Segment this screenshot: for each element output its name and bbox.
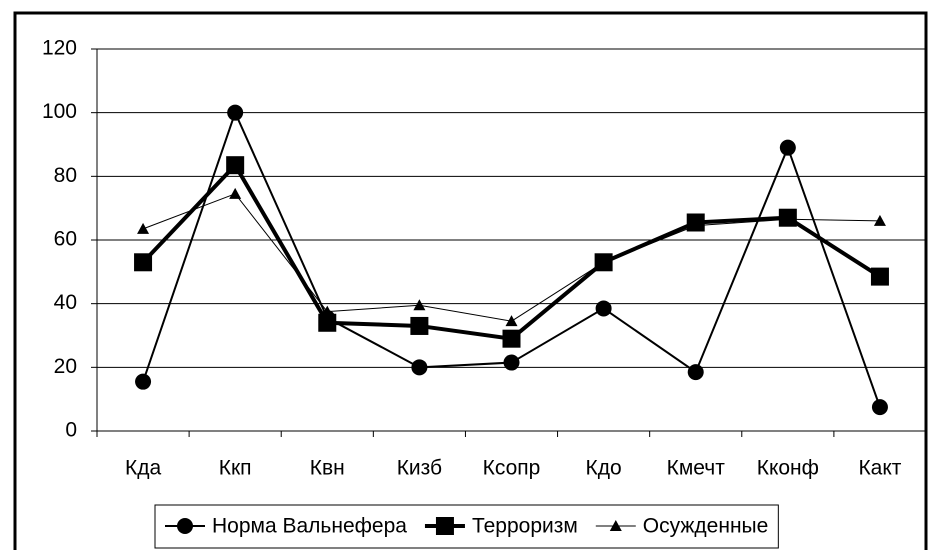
y-tick-label: 100 (42, 100, 77, 123)
data-point (503, 354, 520, 371)
data-point (689, 219, 702, 231)
data-point (687, 364, 704, 381)
legend: Норма Вальнефера Терроризм Осужденные (154, 504, 779, 549)
x-tick-label: Какт (858, 457, 901, 480)
data-point (871, 399, 888, 416)
y-tick-label: 20 (54, 355, 77, 378)
legend-label: Терроризм (472, 515, 578, 538)
data-point (410, 316, 429, 335)
data-point (134, 253, 153, 272)
data-point (781, 213, 794, 225)
x-tick-label: Ксопр (483, 457, 541, 480)
series-line (142, 193, 880, 322)
data-point (318, 313, 337, 332)
data-point (502, 329, 521, 348)
y-tick-label: 40 (54, 291, 77, 314)
data-point (229, 187, 242, 199)
y-tick-label: 60 (54, 228, 77, 251)
data-point (226, 156, 245, 175)
legend-label: Осужденные (643, 515, 769, 538)
data-point (873, 214, 886, 226)
x-tick-label: Кконф (757, 457, 819, 480)
legend-marker (609, 520, 622, 531)
data-point (137, 222, 150, 234)
data-point (505, 315, 518, 327)
x-tick-label: Квн (310, 457, 345, 480)
data-point (227, 104, 244, 121)
data-point (595, 300, 612, 317)
x-tick-label: Кмечт (667, 457, 726, 480)
legend-marker (435, 517, 454, 535)
data-point (413, 299, 426, 311)
data-point (779, 139, 796, 156)
data-point (135, 373, 152, 390)
data-point (870, 267, 889, 286)
x-tick-label: Ккп (219, 457, 252, 480)
x-tick-label: Кизб (397, 457, 442, 480)
y-tick-label: 0 (65, 419, 77, 442)
data-point (321, 305, 334, 317)
data-point (411, 359, 428, 376)
chart-frame (13, 11, 928, 550)
data-point (597, 256, 610, 268)
legend-marker (177, 518, 193, 534)
legend-box (154, 504, 779, 549)
y-tick-label: 120 (42, 37, 77, 60)
y-tick-label: 80 (54, 164, 77, 187)
x-tick-label: Кда (125, 457, 161, 480)
legend-label: Норма Вальнефера (212, 515, 407, 538)
x-tick-label: Кдо (586, 457, 622, 480)
